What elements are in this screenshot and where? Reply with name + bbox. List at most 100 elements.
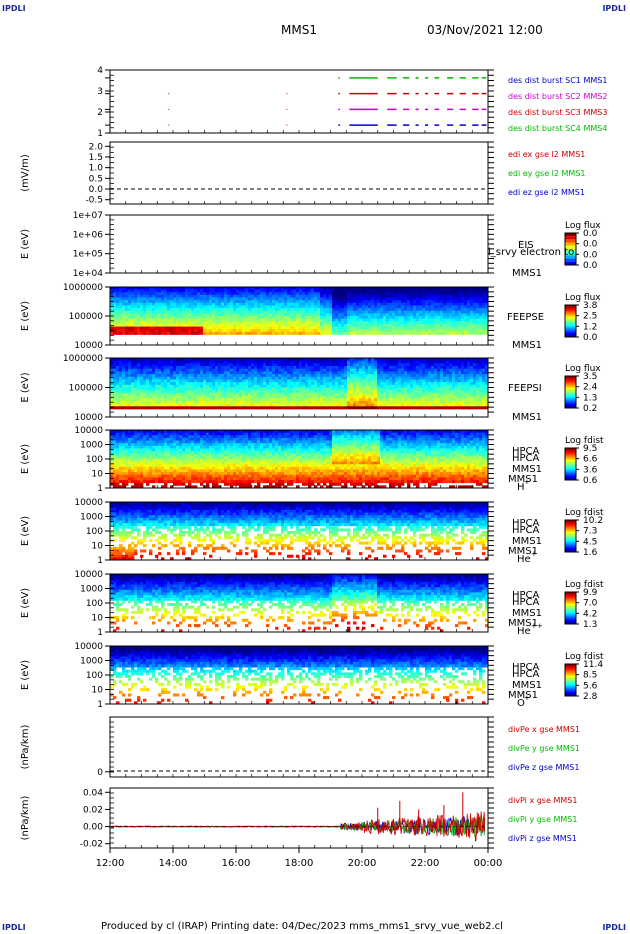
spectrogram-cell xyxy=(233,390,237,394)
spectrogram-cell xyxy=(200,310,204,314)
spectrogram-cell xyxy=(347,287,351,291)
spectrogram-cell xyxy=(374,321,378,325)
spectrogram-cell xyxy=(395,374,399,378)
spectrogram-cell xyxy=(203,398,207,402)
colorbar-step xyxy=(565,331,576,333)
spectrogram-cell xyxy=(362,289,366,293)
spectrogram-cell xyxy=(212,302,216,306)
spectrogram-cell xyxy=(269,310,273,314)
spectrogram-cell xyxy=(113,366,117,370)
spectrogram-cell xyxy=(155,392,159,396)
spectrogram-cell xyxy=(395,302,399,306)
spectrogram-cell xyxy=(395,313,399,317)
spectrogram-cell xyxy=(242,374,246,378)
spectrogram-cell xyxy=(143,331,147,335)
spectrogram-cell xyxy=(314,374,318,378)
spectrogram-cell xyxy=(413,292,417,296)
spectrogram-cell xyxy=(428,382,432,386)
spectrogram-cell xyxy=(308,390,312,394)
spectrogram-cell xyxy=(221,387,225,391)
spectrogram-cell xyxy=(302,374,306,378)
spectrogram-cell xyxy=(278,294,282,298)
spectrogram-cell xyxy=(425,390,429,394)
spectrogram-cell xyxy=(368,302,372,306)
spectrogram-cell xyxy=(206,363,210,367)
spectrogram-cell xyxy=(332,318,336,322)
spectrogram-cell xyxy=(395,294,399,298)
spectrogram-cell xyxy=(404,384,408,388)
spectrogram-cell xyxy=(185,384,189,388)
spectrogram-cell xyxy=(317,400,321,404)
spectrogram-cell xyxy=(347,323,351,327)
spectrogram-cell xyxy=(224,398,228,402)
colorbar-step xyxy=(565,327,576,329)
spectrogram-cell xyxy=(470,368,474,372)
spectrogram-cell xyxy=(467,358,471,362)
spectrogram-cell xyxy=(308,398,312,402)
spectrogram-cell xyxy=(260,297,264,301)
spectrogram-cell xyxy=(320,308,324,312)
spectrogram-cell xyxy=(428,331,432,335)
spectrogram-cell xyxy=(248,313,252,317)
spectrogram-cell xyxy=(122,297,126,301)
spectrogram-cell xyxy=(323,310,327,314)
spectrogram-cell xyxy=(374,368,378,372)
spectrogram-cell xyxy=(464,310,468,314)
spectrogram-cell xyxy=(467,400,471,404)
spectrogram-cell xyxy=(314,308,318,312)
spectrogram-cell xyxy=(344,379,348,383)
spectrogram-cell xyxy=(269,366,273,370)
spectrogram-cell xyxy=(266,368,270,372)
spectrogram-cell xyxy=(179,360,183,364)
spectrogram-cell xyxy=(233,313,237,317)
spectrogram-cell xyxy=(461,390,465,394)
spectrogram-cell xyxy=(137,310,141,314)
spectrogram-cell xyxy=(311,366,315,370)
spectrogram-cell xyxy=(383,308,387,312)
spectrogram-cell xyxy=(272,287,276,291)
spectrogram-cell xyxy=(251,305,255,309)
spectrogram-cell xyxy=(176,366,180,370)
spectrogram-cell xyxy=(251,400,255,404)
colorbar-step xyxy=(565,308,576,310)
spectrogram-cell xyxy=(389,316,393,320)
y-axis-label: E (eV) xyxy=(20,229,31,259)
spectrogram-cell xyxy=(470,294,474,298)
spectrogram-cell xyxy=(170,289,174,293)
spectrogram-cell xyxy=(446,382,450,386)
spectrogram-cell xyxy=(140,331,144,335)
spectrogram-cell xyxy=(260,326,264,330)
spectrogram-cell xyxy=(437,323,441,327)
spectrogram-cell xyxy=(326,289,330,293)
spectrogram-cell xyxy=(260,316,264,320)
spectrogram-cell xyxy=(164,406,168,410)
spectrogram-cell xyxy=(338,390,342,394)
spectrogram-cell xyxy=(443,398,447,402)
spectrogram-cell xyxy=(227,297,231,301)
spectrogram-cell xyxy=(137,323,141,327)
spectrogram-cell xyxy=(221,305,225,309)
spectrogram-cell xyxy=(359,371,363,375)
spectrogram-cell xyxy=(365,305,369,309)
spectrogram-cell xyxy=(272,302,276,306)
spectrogram-cell xyxy=(116,318,120,322)
spectrogram-cell xyxy=(251,366,255,370)
spectrogram-cell xyxy=(143,297,147,301)
spectrogram-cell xyxy=(146,379,150,383)
spectrogram-cell xyxy=(158,395,162,399)
spectrogram-cell xyxy=(191,366,195,370)
spectrogram-cell xyxy=(155,403,159,407)
spectrogram-cell xyxy=(131,294,135,298)
spectrogram-cell xyxy=(215,316,219,320)
spectrogram-cell xyxy=(419,305,423,309)
spectrogram-cell xyxy=(167,313,171,317)
spectrogram-cell xyxy=(302,403,306,407)
spectrogram-cell xyxy=(437,379,441,383)
spectrogram-cell xyxy=(452,374,456,378)
spectrogram-cell xyxy=(248,305,252,309)
spectrogram-cell xyxy=(476,376,480,380)
spectrogram-cell xyxy=(215,379,219,383)
spectrogram-cell xyxy=(368,294,372,298)
spectrogram-cell xyxy=(248,363,252,367)
spectrogram-cell xyxy=(350,321,354,325)
